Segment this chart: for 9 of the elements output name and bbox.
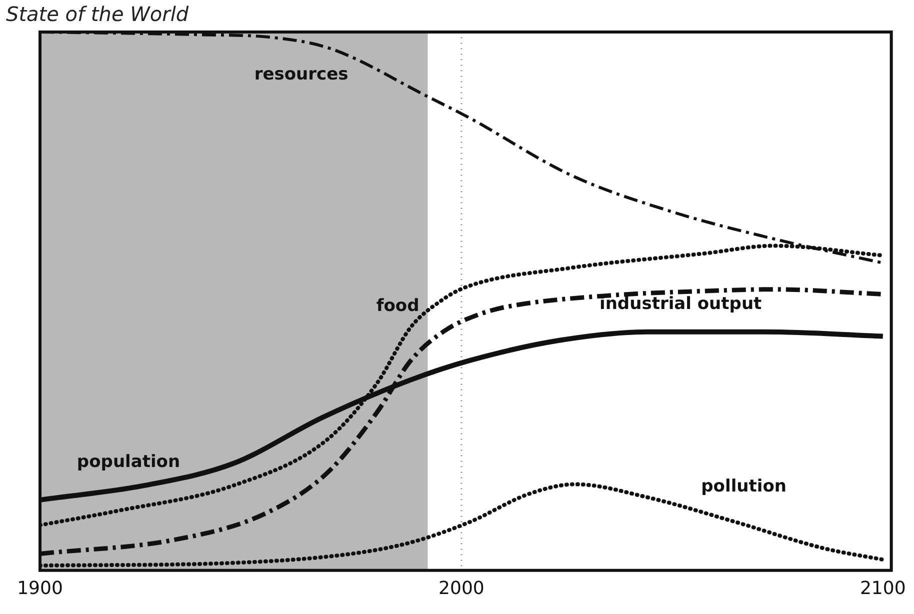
series-label: resources <box>254 64 348 84</box>
series-label: food <box>376 296 420 316</box>
x-tick-label: 2100 <box>860 578 906 599</box>
series-label: population <box>76 452 180 472</box>
series-label: pollution <box>701 476 786 496</box>
x-tick-label: 1900 <box>17 578 63 599</box>
x-tick-label: 2000 <box>438 578 484 599</box>
series-label: industrial output <box>600 294 762 314</box>
chart-title: State of the World <box>6 2 189 26</box>
